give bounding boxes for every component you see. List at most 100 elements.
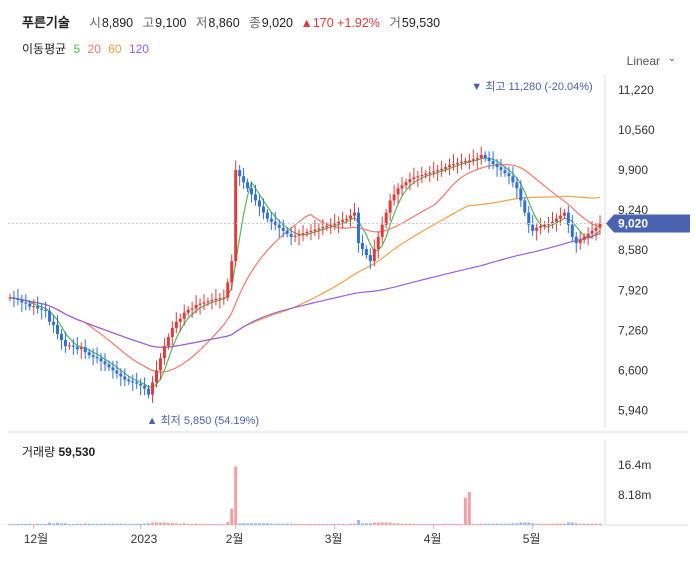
volume-bar <box>182 523 186 525</box>
volume-bar <box>20 523 24 525</box>
volume-bar <box>448 523 452 525</box>
volume-bar <box>59 523 63 525</box>
volume-bar <box>511 523 515 525</box>
candle-body <box>63 340 67 347</box>
candle-body <box>440 168 444 171</box>
ma60-label: 60 <box>108 42 122 56</box>
candle-body <box>8 297 12 299</box>
candle-body <box>107 364 111 368</box>
volume-bar <box>293 523 297 525</box>
candle-body <box>598 223 602 228</box>
candle-body <box>277 224 281 228</box>
volume-bar <box>570 522 574 525</box>
candle-body <box>551 221 554 224</box>
candle-body <box>475 157 479 160</box>
candle-body <box>24 302 28 304</box>
candle-body <box>178 318 182 322</box>
candle-body <box>503 170 507 174</box>
volume-bar <box>372 522 376 525</box>
volume-tick-label: 8.18m <box>618 488 651 502</box>
candle-body <box>412 177 416 180</box>
candle-body <box>562 212 566 216</box>
volume-bar <box>554 523 558 525</box>
x-tick-label: 3월 <box>325 532 343 546</box>
volume-bar <box>491 523 495 525</box>
candle-body <box>190 308 194 310</box>
candle-body <box>507 173 511 177</box>
volume-bar <box>408 523 412 525</box>
volume-bar <box>499 523 503 525</box>
ma-legend[interactable]: 이동평균 5 20 60 120 <box>22 40 153 57</box>
candle-body <box>210 299 214 302</box>
candle-body <box>32 306 36 308</box>
x-tick-label: 5월 <box>523 532 541 546</box>
volume-bar <box>162 522 166 525</box>
candle-body <box>79 347 83 350</box>
volume-bar <box>444 523 448 525</box>
volume-bar <box>48 522 52 525</box>
volume-bar <box>578 523 582 525</box>
volume-bar <box>8 524 12 525</box>
volume-bar <box>178 523 182 525</box>
volume-bar <box>135 523 139 525</box>
candle-body <box>226 282 230 298</box>
volume-bar <box>123 523 127 525</box>
y-tick-label: 8,580 <box>618 243 648 257</box>
y-tick-label: 6,600 <box>618 363 648 377</box>
candle-body <box>424 173 428 175</box>
volume-title-label: 거래량 <box>22 445 56 459</box>
candle-body <box>515 182 519 189</box>
volume-bar <box>147 523 151 525</box>
candle-body <box>360 242 364 250</box>
candle-body <box>531 224 535 231</box>
volume-bar <box>63 523 67 525</box>
volume-bar <box>341 523 345 525</box>
candle-body <box>578 239 582 243</box>
candle-body <box>337 221 341 224</box>
volume-bar <box>226 522 230 525</box>
scale-toggle[interactable]: Linear <box>626 54 660 68</box>
volume-bar <box>333 523 337 525</box>
volume-bar <box>317 523 321 525</box>
candle-body <box>459 161 463 163</box>
volume-bar <box>44 523 48 525</box>
volume-bar <box>265 523 269 525</box>
candle-body <box>586 233 590 237</box>
candle-body <box>99 358 103 362</box>
candle-body <box>103 361 107 365</box>
candle-body <box>289 233 293 237</box>
candle-body <box>257 200 261 207</box>
volume-bar <box>543 523 547 525</box>
candle-body <box>242 176 246 183</box>
volume-bar <box>32 524 36 525</box>
candle-body <box>554 218 558 222</box>
volume-bar <box>257 523 261 525</box>
candle-body <box>396 188 400 195</box>
candle-body <box>420 174 424 177</box>
volume-bar <box>412 523 416 525</box>
candle-body <box>143 385 147 389</box>
volume-bar <box>459 523 463 525</box>
volume-bar <box>261 523 265 525</box>
candle-body <box>56 324 59 334</box>
volume-bar <box>495 523 499 525</box>
chevron-down-icon[interactable]: ⌄ <box>667 53 676 64</box>
volume-bar <box>360 523 364 525</box>
volume-bar <box>36 523 40 525</box>
volume-bar <box>321 523 325 525</box>
volume-bar <box>376 522 380 525</box>
volume-bar <box>67 524 71 525</box>
y-tick-label: 5,940 <box>618 403 648 417</box>
volume-bar <box>99 523 103 525</box>
candle-body <box>313 229 317 231</box>
candle-body <box>111 367 115 371</box>
candle-body <box>238 170 242 177</box>
candle-body <box>75 346 79 350</box>
candle-body <box>356 212 360 243</box>
x-tick-label: 2023 <box>131 532 158 546</box>
volume-bar <box>356 520 360 525</box>
open-value: 8,890 <box>101 16 134 30</box>
volume-bar <box>250 523 254 525</box>
volume-bar <box>535 523 539 525</box>
